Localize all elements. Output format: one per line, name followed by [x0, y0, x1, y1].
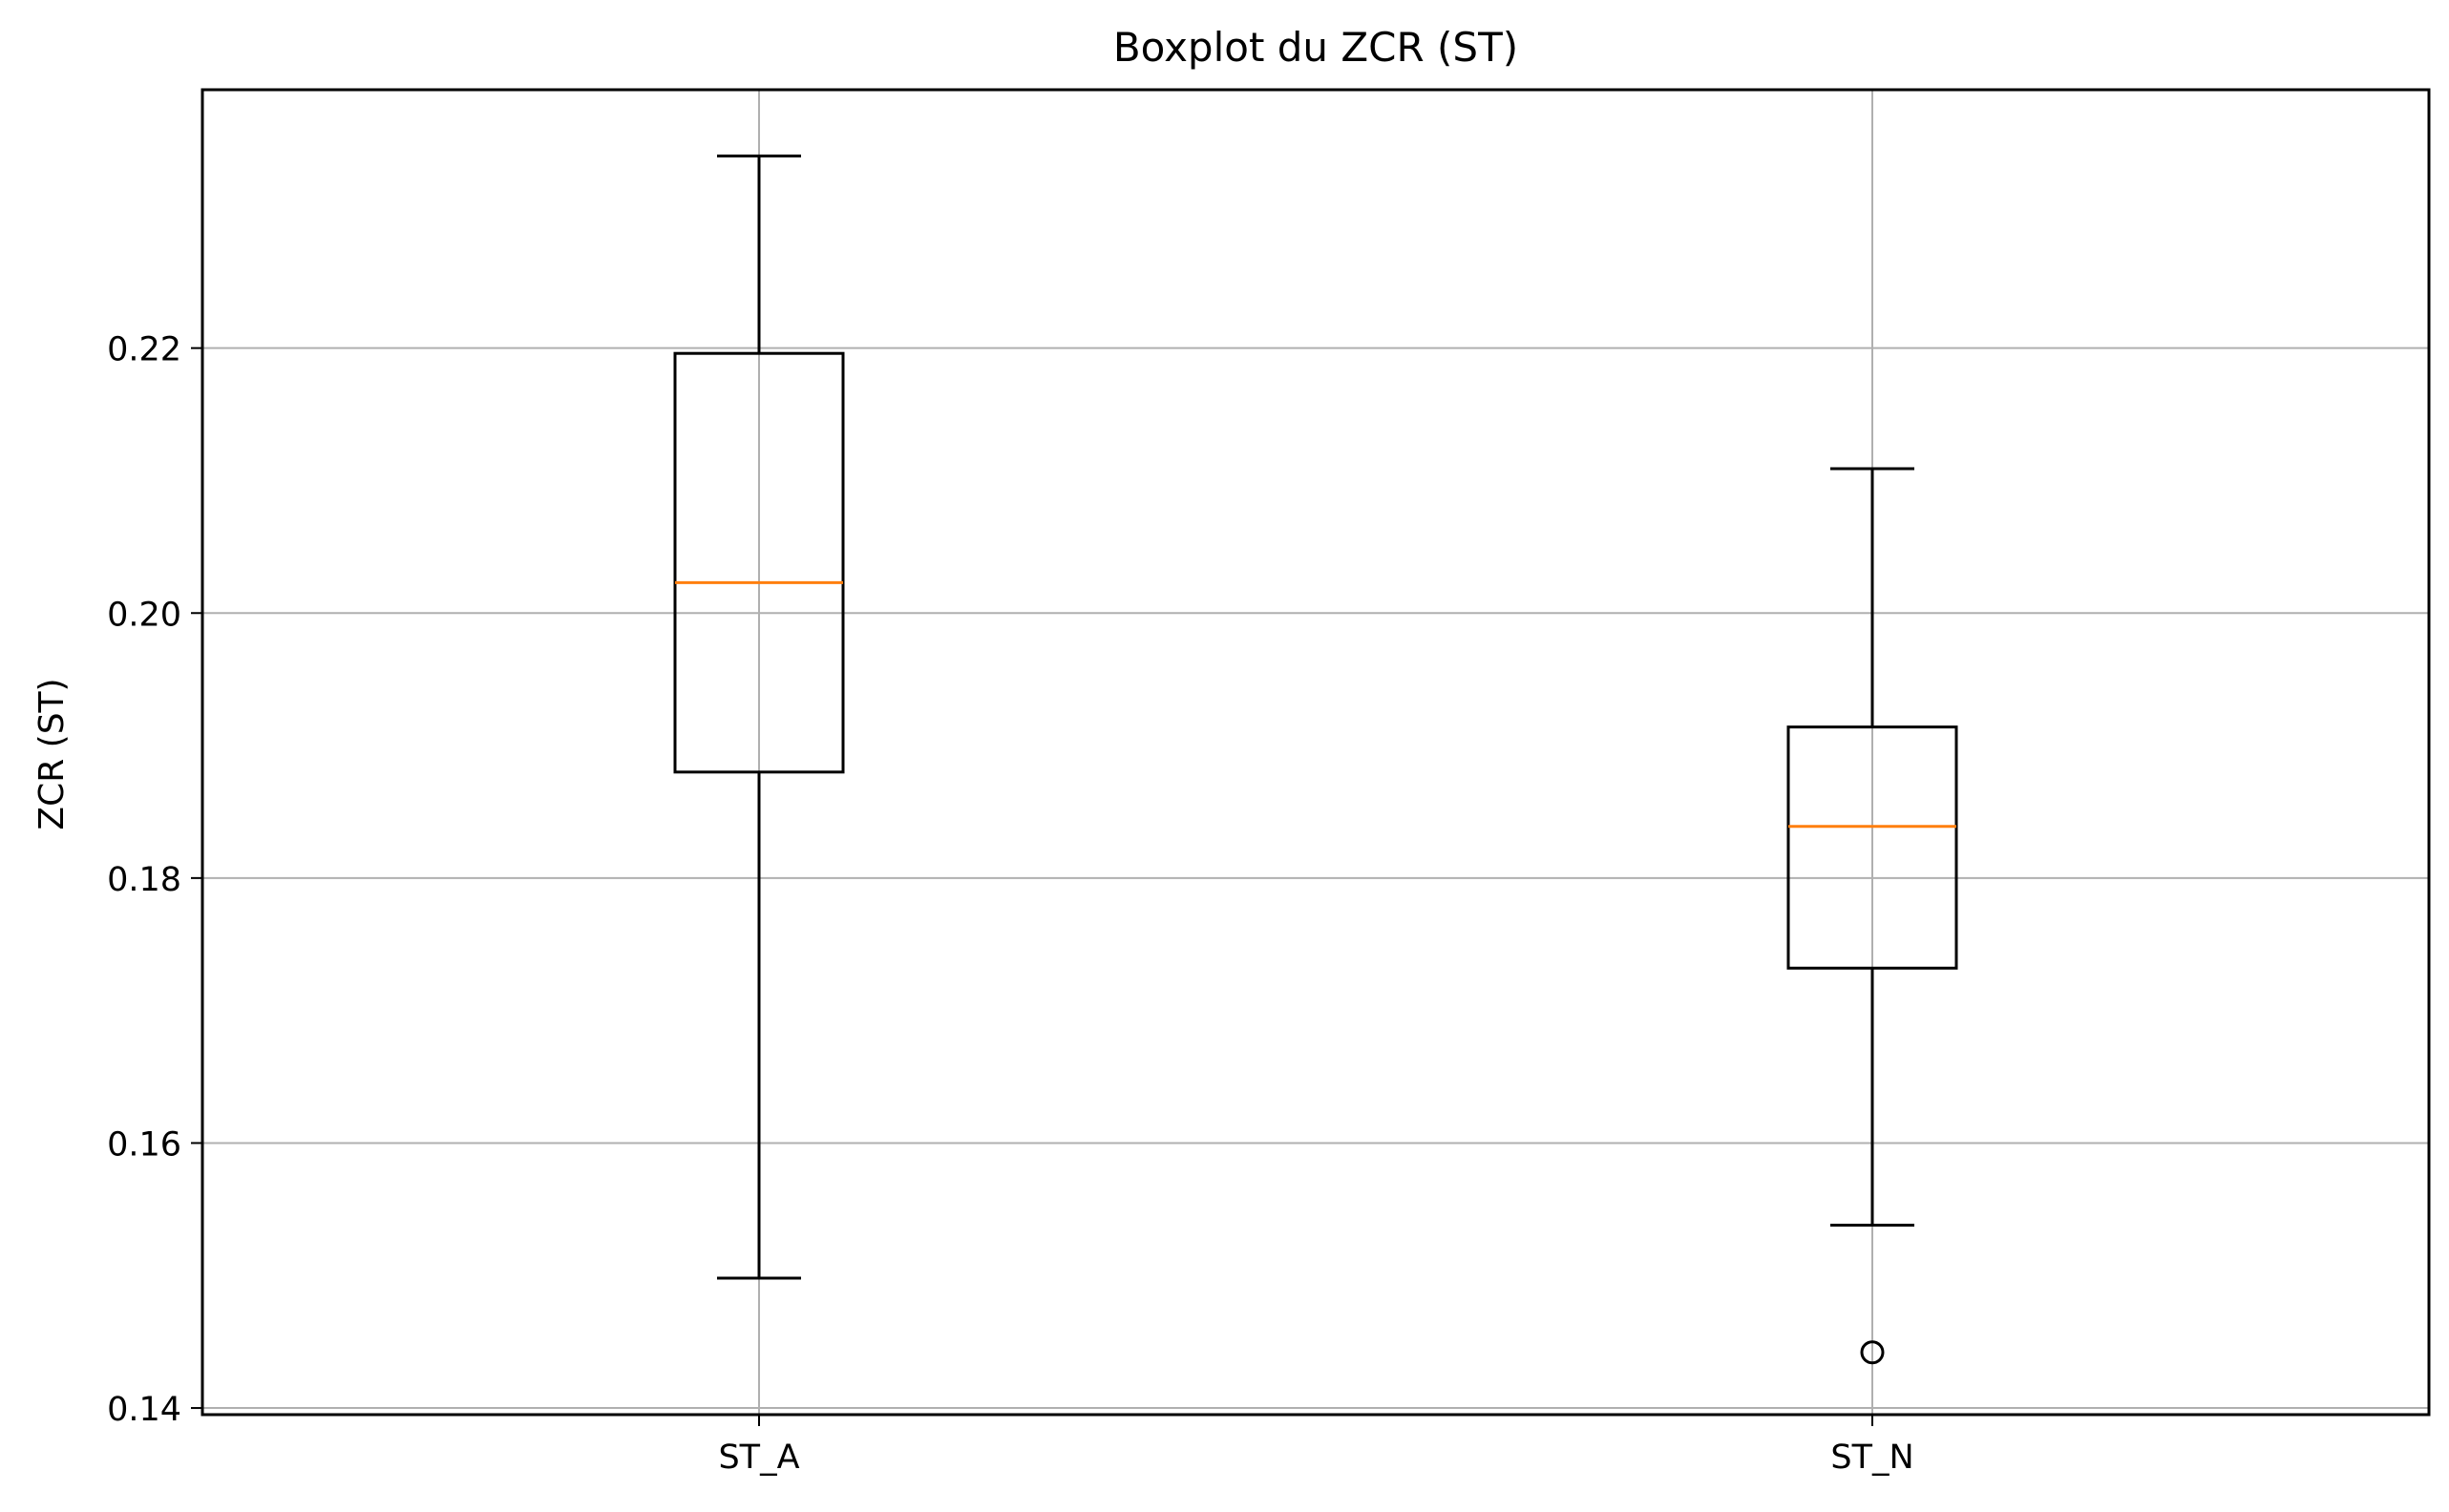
x-tick-label: ST_N	[1830, 1438, 1913, 1477]
x-tick-label: ST_A	[718, 1438, 799, 1477]
y-tick-label: 0.14	[107, 1391, 181, 1429]
iqr-box	[673, 351, 845, 774]
y-tick-label: 0.18	[107, 861, 181, 899]
axis-ticks: 0.14 0.16 0.18 0.20 0.22 ST_A ST_N	[107, 331, 1914, 1477]
grid-lines	[202, 90, 2429, 1415]
y-axis-label: ZCR (ST)	[32, 678, 72, 830]
outlier-point	[1860, 1340, 1885, 1365]
boxes	[673, 154, 1958, 1365]
box-ST_N	[1786, 467, 1958, 1365]
plot-frame	[201, 88, 2431, 1417]
y-tick-label: 0.20	[107, 596, 181, 634]
iqr-box	[1786, 725, 1958, 970]
box-ST_A	[673, 154, 845, 1280]
y-tick-label: 0.22	[107, 331, 181, 369]
chart-title: Boxplot du ZCR (ST)	[1113, 24, 1518, 71]
y-tick-label: 0.16	[107, 1125, 181, 1164]
